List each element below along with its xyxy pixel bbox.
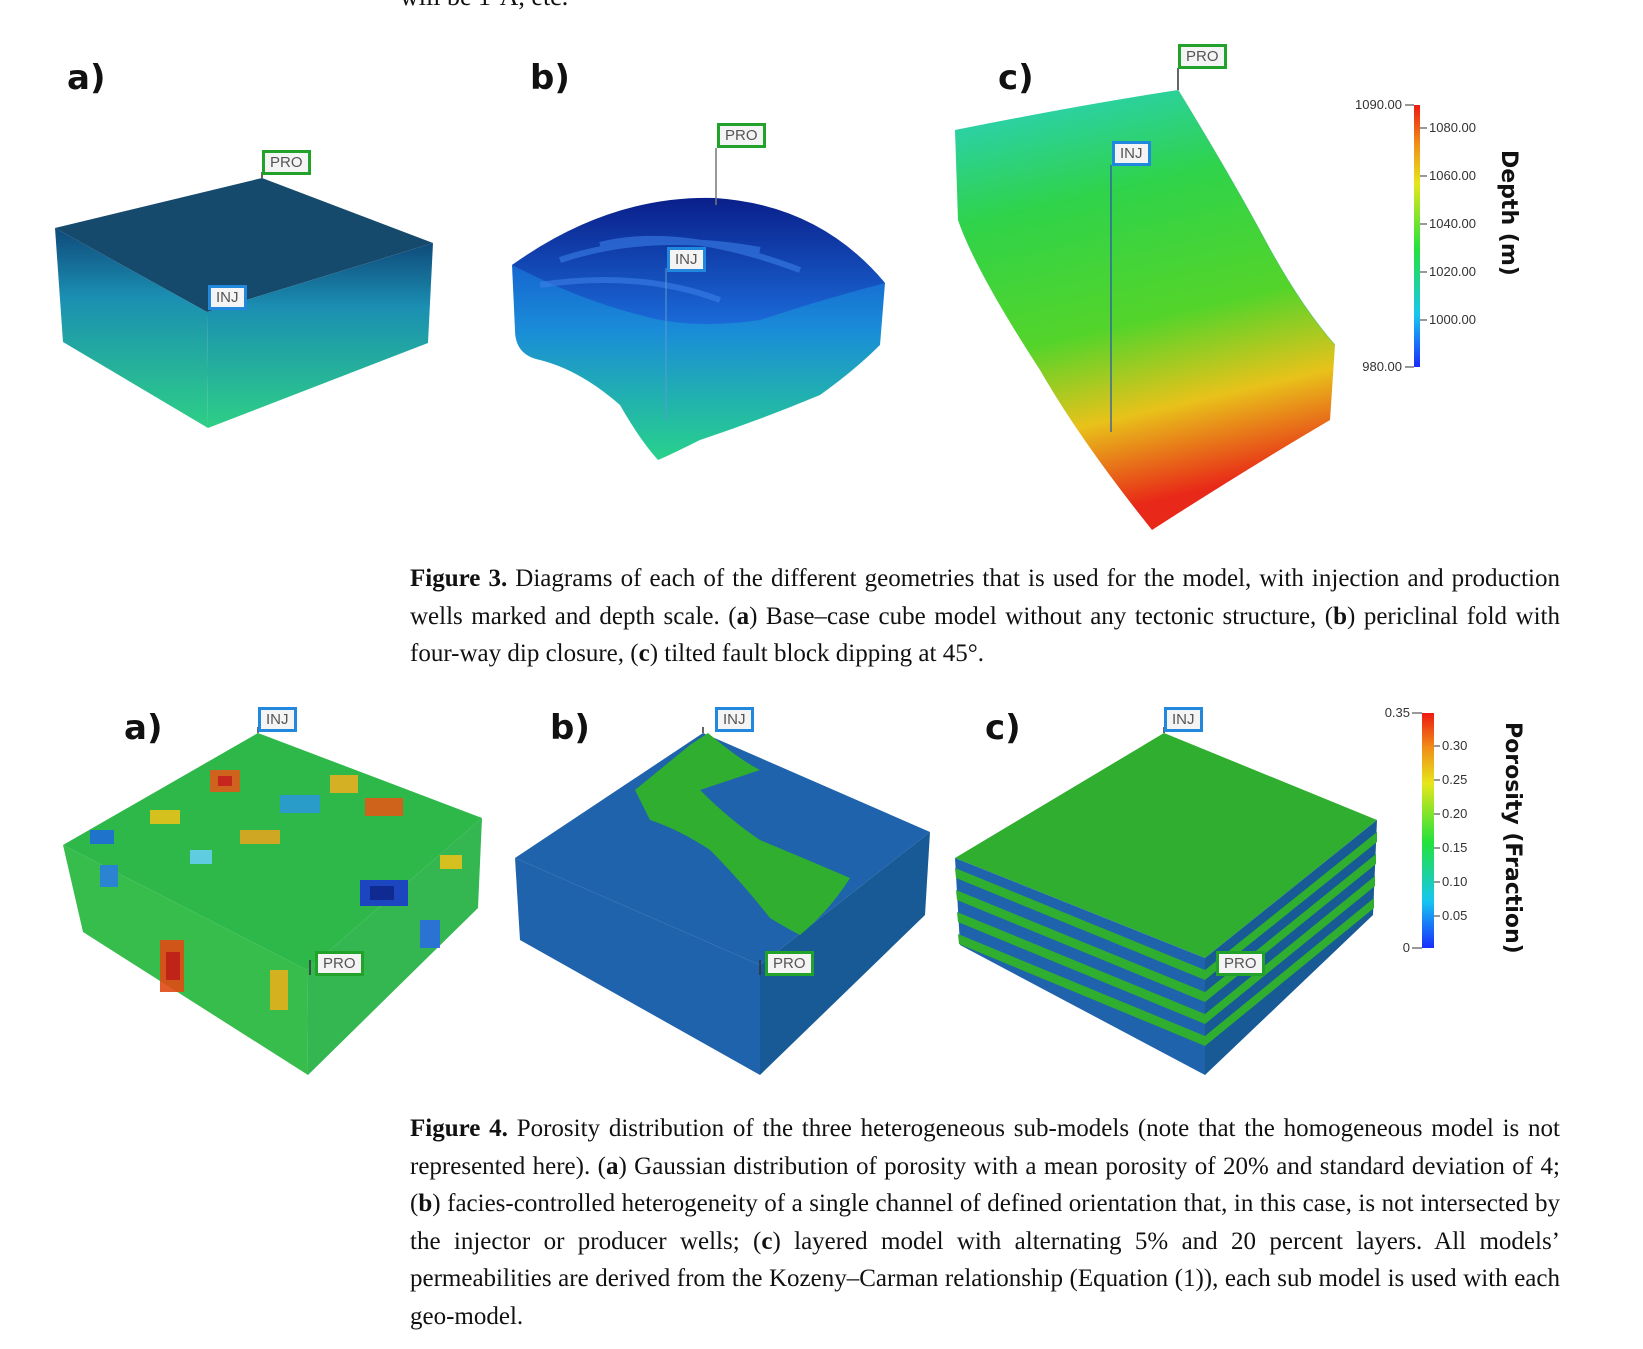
depth-scale-tick: 1060.00 xyxy=(1429,168,1476,183)
top-text-snippet: will be 1-A, etc. xyxy=(400,0,568,14)
caption-panel-ref: a xyxy=(605,1152,619,1180)
cube-4c-layers xyxy=(955,820,1377,1075)
cube-4a-right xyxy=(307,818,482,1075)
fig3c-inj-flag: INJ xyxy=(1112,141,1151,166)
porosity-scale-max: 0.35 xyxy=(1385,705,1410,720)
figure-3-caption: Figure 3. Diagrams of each of the differ… xyxy=(410,560,1560,673)
porosity-scale-tick: 0.20 xyxy=(1442,806,1467,821)
porosity-scale-tick: 0.25 xyxy=(1442,772,1467,787)
caption-text: ) Base–case cube model without any tecto… xyxy=(749,602,1334,630)
cube-4a-left xyxy=(63,845,308,1075)
depth-scale-min: 980.00 xyxy=(1362,359,1402,374)
porosity-scale-tick: 0.05 xyxy=(1442,908,1467,923)
depth-scale-bar xyxy=(1414,105,1420,367)
fig4a-inj-flag: INJ xyxy=(258,707,297,732)
figure-3-label: Figure 3. xyxy=(410,565,508,592)
fig3a-inj-flag: INJ xyxy=(208,285,247,310)
caption-text: ) Gaussian distribution of porosity with… xyxy=(410,1152,1560,1218)
fig4a-pro-flag: PRO xyxy=(315,951,364,976)
fig4-panel-label-c: c) xyxy=(985,708,1021,748)
porosity-scale-bar xyxy=(1422,713,1434,948)
cube-4a-top xyxy=(63,733,482,970)
fig4-panel-label-a: a) xyxy=(124,708,163,748)
caption-text: ) tilted fault block dipping at 45°. xyxy=(649,640,984,667)
caption-text: ) periclinal fold with four-way dip clos… xyxy=(410,602,1560,668)
fig3a-pro-flag: PRO xyxy=(262,150,311,175)
cube-4c-top xyxy=(955,733,1377,958)
cube-3a-left xyxy=(55,228,208,428)
porosity-scale-tick: 0.15 xyxy=(1442,840,1467,855)
figure-4-caption: Figure 4. Porosity distribution of the t… xyxy=(410,1110,1560,1335)
caption-panel-ref: b xyxy=(418,1190,433,1217)
caption-panel-ref: c xyxy=(638,640,650,667)
caption-panel-ref: c xyxy=(761,1227,773,1255)
caption-text: Diagrams of each of the different geomet… xyxy=(410,565,1560,630)
depth-scale-tick: 1000.00 xyxy=(1429,312,1476,327)
fig3-panel-label-b: b) xyxy=(530,58,570,98)
fig3c-pro-flag: PRO xyxy=(1178,44,1227,69)
depth-scale-max: 1090.00 xyxy=(1355,97,1402,112)
cube-4b-left xyxy=(515,858,760,1075)
porosity-scale-min: 0 xyxy=(1403,940,1410,955)
cube-3a-top xyxy=(55,178,433,312)
figure-4-label: Figure 4. xyxy=(410,1115,508,1142)
porosity-scale-title: Porosity (Fraction) xyxy=(1500,722,1525,954)
fig3b-pro-flag: PRO xyxy=(717,123,766,148)
fig4c-pro-flag: PRO xyxy=(1216,951,1265,976)
fig4c-inj-flag: INJ xyxy=(1164,707,1203,732)
cube-3a-right xyxy=(207,243,433,428)
cube-4b-right xyxy=(760,832,930,1075)
caption-panel-ref: b xyxy=(1333,602,1347,630)
fig4b-pro-flag: PRO xyxy=(765,951,814,976)
porosity-scale-tick: 0.30 xyxy=(1442,738,1467,753)
fig3b-inj-flag: INJ xyxy=(667,247,706,272)
depth-scale-tick: 1080.00 xyxy=(1429,120,1476,135)
depth-scale-title: Depth (m) xyxy=(1496,150,1521,276)
channel-4b xyxy=(635,733,850,935)
caption-panel-ref: a xyxy=(736,602,750,630)
fig4-panel-label-b: b) xyxy=(550,708,590,748)
tilted-block-3c xyxy=(955,90,1335,530)
caption-text: ) layered model with alternating 5% and … xyxy=(410,1227,1561,1330)
depth-scale-tick: 1040.00 xyxy=(1429,216,1476,231)
caption-text: Porosity distribution of the three heter… xyxy=(410,1115,1560,1180)
fig3-panel-label-a: a) xyxy=(67,58,106,98)
porosity-scale-tick: 0.10 xyxy=(1442,874,1467,889)
caption-text: ) facies-controlled heterogeneity of a s… xyxy=(410,1190,1560,1255)
fig4b-inj-flag: INJ xyxy=(715,707,754,732)
fig3-panel-label-c: c) xyxy=(998,58,1034,98)
depth-scale-tick: 1020.00 xyxy=(1429,264,1476,279)
